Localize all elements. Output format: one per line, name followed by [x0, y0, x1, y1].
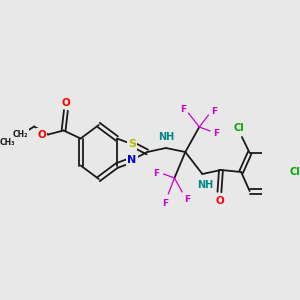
Text: F: F — [213, 128, 219, 137]
Text: N: N — [128, 155, 137, 165]
Text: F: F — [184, 194, 191, 203]
Text: O: O — [61, 98, 70, 107]
Text: Cl: Cl — [233, 123, 244, 133]
Text: F: F — [154, 169, 160, 178]
Text: F: F — [162, 199, 168, 208]
Text: F: F — [180, 106, 186, 115]
Text: CH₃: CH₃ — [0, 138, 16, 147]
Text: O: O — [38, 130, 46, 140]
Text: CH₂: CH₂ — [12, 130, 28, 139]
Text: NH: NH — [158, 132, 174, 142]
Text: O: O — [216, 196, 225, 206]
Text: NH: NH — [197, 180, 214, 190]
Text: Cl: Cl — [289, 167, 300, 177]
Text: S: S — [128, 139, 136, 149]
Text: F: F — [211, 107, 217, 116]
